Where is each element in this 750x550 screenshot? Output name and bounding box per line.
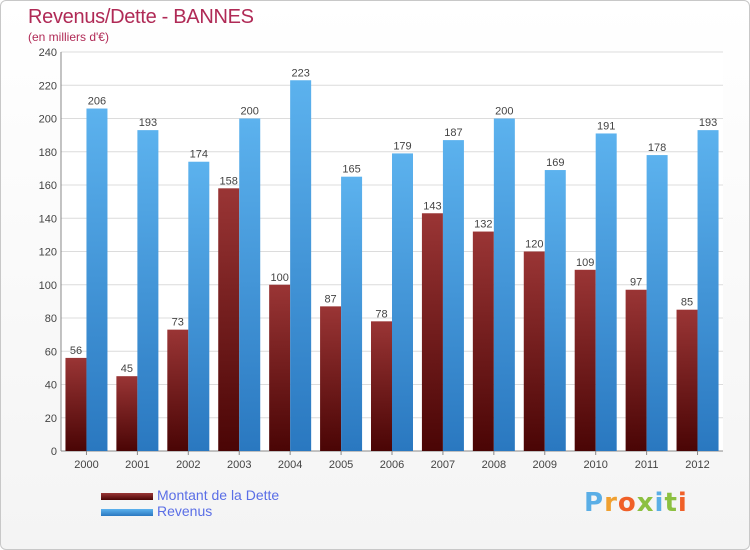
bar-debt	[65, 357, 87, 451]
legend-label-revenus: Revenus	[157, 503, 213, 519]
data-label-debt: 97	[630, 277, 642, 289]
legend-swatch-revenus	[101, 508, 153, 516]
data-label-revenus: 178	[648, 142, 666, 154]
bar-debt	[523, 251, 545, 451]
x-tick-label: 2008	[482, 459, 506, 471]
logo-letter: i	[654, 488, 665, 518]
y-tick-label: 20	[45, 413, 57, 425]
legend-item-revenus: Revenus	[101, 503, 279, 519]
y-tick-label: 240	[39, 47, 57, 59]
y-tick-label: 200	[39, 114, 57, 126]
bar-revenus	[595, 133, 617, 451]
x-tick-label: 2006	[380, 459, 404, 471]
x-tick-label: 2012	[685, 459, 709, 471]
bar-revenus	[392, 153, 413, 451]
bar-debt	[167, 329, 189, 451]
y-tick-label: 40	[45, 380, 57, 392]
data-label-debt: 45	[121, 363, 133, 375]
logo-letter: t	[664, 488, 678, 518]
x-tick-label: 2007	[431, 459, 455, 471]
bar-debt	[676, 309, 698, 451]
bar-revenus	[646, 155, 668, 451]
x-tick-label: 2003	[227, 459, 251, 471]
bar-revenus	[239, 118, 261, 451]
chart-title: Revenus/Dette - BANNES	[28, 6, 254, 28]
logo-letter: r	[604, 488, 618, 518]
y-tick-label: 60	[45, 346, 57, 358]
bar-revenus	[137, 130, 159, 451]
x-tick-label: 2011	[635, 459, 659, 471]
bar-revenus	[188, 161, 210, 451]
data-label-debt: 73	[172, 317, 184, 329]
x-tick-label: 2002	[176, 459, 200, 471]
x-tick-label: 2000	[74, 459, 98, 471]
x-tick-label: 2005	[329, 459, 353, 471]
bar-debt	[320, 306, 342, 451]
data-label-revenus: 174	[190, 149, 208, 161]
data-label-revenus: 200	[495, 106, 513, 118]
x-tick-label: 2009	[533, 459, 557, 471]
bar-revenus	[544, 170, 566, 451]
data-label-debt: 158	[220, 175, 238, 187]
logo-letter: o	[617, 488, 637, 518]
data-label-revenus: 187	[444, 127, 462, 139]
proxiti-logo: Proxiti	[584, 488, 688, 518]
data-label-debt: 85	[681, 297, 693, 309]
data-label-debt: 143	[423, 200, 441, 212]
bar-revenus	[697, 130, 719, 451]
bar-debt	[218, 188, 240, 451]
data-label-revenus: 193	[139, 117, 157, 129]
legend-swatch-debt	[101, 492, 153, 500]
bar-revenus	[290, 80, 312, 451]
bar-debt	[116, 376, 138, 451]
data-label-revenus: 169	[546, 157, 564, 169]
data-label-revenus: 206	[88, 96, 106, 108]
data-label-debt: 132	[474, 219, 492, 231]
data-label-debt: 100	[270, 272, 288, 284]
x-tick-label: 2004	[278, 459, 302, 471]
data-label-revenus: 191	[597, 120, 615, 132]
data-label-revenus: 165	[342, 164, 360, 176]
bar-debt	[472, 231, 494, 451]
y-tick-label: 220	[39, 80, 57, 92]
bar-debt	[574, 269, 596, 451]
data-label-revenus: 179	[393, 140, 411, 152]
logo-letter: P	[584, 488, 605, 518]
data-label-debt: 120	[525, 239, 543, 251]
data-label-debt: 109	[576, 257, 594, 269]
y-tick-label: 160	[39, 180, 57, 192]
chart-legend: Montant de la Dette Revenus	[101, 487, 279, 519]
data-label-revenus: 200	[241, 106, 259, 118]
y-tick-label: 180	[39, 147, 57, 159]
x-tick-label: 2010	[583, 459, 607, 471]
bar-debt	[625, 289, 647, 451]
y-tick-label: 0	[51, 446, 57, 458]
bar-revenus	[86, 108, 108, 452]
y-tick-label: 80	[45, 313, 57, 325]
y-tick-label: 120	[39, 247, 57, 259]
data-label-debt: 78	[375, 308, 387, 320]
data-label-debt: 56	[70, 345, 82, 357]
legend-label-debt: Montant de la Dette	[157, 487, 280, 503]
bar-revenus	[341, 176, 363, 451]
legend-item-debt: Montant de la Dette	[101, 487, 279, 503]
data-label-revenus: 193	[699, 117, 717, 129]
bar-debt	[421, 213, 443, 451]
logo-letter: x	[636, 488, 655, 518]
bar-debt	[269, 284, 291, 451]
bar-debt	[371, 321, 392, 451]
data-label-revenus: 223	[291, 67, 309, 79]
chart-subtitle: (en milliers d'€)	[28, 30, 109, 44]
bar-revenus	[493, 118, 515, 451]
y-tick-label: 140	[39, 213, 57, 225]
logo-letter: i	[677, 488, 688, 518]
x-tick-label: 2001	[125, 459, 149, 471]
bar-revenus	[442, 140, 464, 452]
data-label-debt: 87	[324, 293, 336, 305]
y-tick-label: 100	[39, 280, 57, 292]
